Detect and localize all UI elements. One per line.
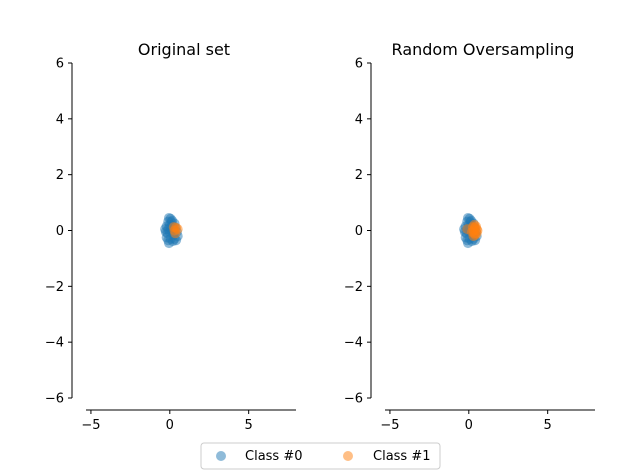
- panel-2: Random Oversampling −6 −4 −2 0 2 4 6 −5 0 5: [344, 40, 595, 433]
- y-tick-label: 6: [56, 57, 64, 72]
- x-tick-label: −5: [380, 418, 399, 433]
- y-tick-label: 4: [56, 112, 64, 127]
- x-tick-label: −5: [81, 418, 100, 433]
- panel-title: Random Oversampling: [392, 40, 575, 59]
- y-tick-label: 0: [56, 224, 64, 239]
- scatter-point: [472, 225, 483, 236]
- y-tick-label: 2: [56, 168, 64, 183]
- panel-title: Original set: [138, 40, 230, 59]
- y-tick-label: −4: [45, 336, 64, 351]
- scatter-point: [161, 232, 172, 243]
- y-tick-label: −2: [45, 280, 64, 295]
- x-tick-label: 5: [245, 418, 253, 433]
- legend-marker-class-0: [216, 451, 226, 461]
- y-tick-label: 4: [355, 112, 363, 127]
- y-tick-label: −6: [45, 392, 64, 407]
- legend-label-class-0: Class #0: [245, 449, 303, 464]
- series-class-1: [168, 222, 183, 239]
- y-tick-label: 6: [355, 57, 363, 72]
- legend-marker-class-1: [343, 451, 353, 461]
- legend-label-class-1: Class #1: [373, 449, 431, 464]
- y-tick-label: −4: [344, 336, 363, 351]
- legend-frame: [200, 442, 441, 470]
- x-tick-label: 0: [166, 418, 174, 433]
- panel-1: Original set −6 −4 −2 0 2 4 6 −5 0 5: [45, 40, 296, 433]
- y-tick-label: −6: [344, 392, 363, 407]
- y-tick-label: −2: [344, 280, 363, 295]
- y-tick-label: 2: [355, 168, 363, 183]
- y-tick-label: 0: [355, 224, 363, 239]
- x-tick-label: 0: [465, 418, 473, 433]
- scatter-point: [168, 222, 179, 233]
- series-class-1: [462, 219, 483, 242]
- x-tick-label: 5: [544, 418, 552, 433]
- legend: Class #0 Class #1: [200, 442, 441, 470]
